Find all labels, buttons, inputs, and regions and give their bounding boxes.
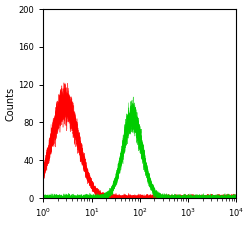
Y-axis label: Counts: Counts	[6, 86, 16, 121]
